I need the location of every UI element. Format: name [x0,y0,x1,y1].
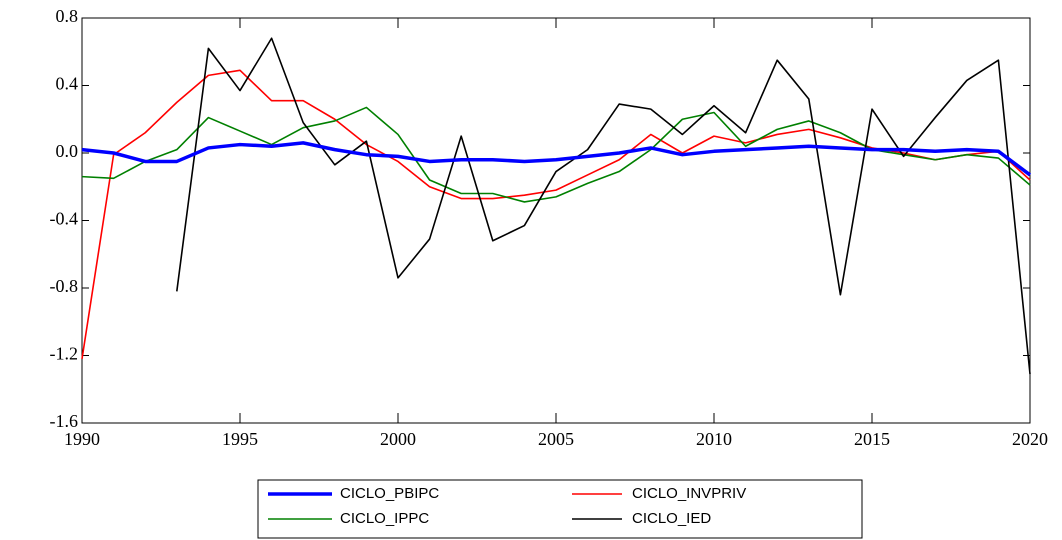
x-tick-label: 2015 [854,429,890,449]
legend-label: CICLO_PBIPC [340,485,439,502]
y-tick-label: -0.4 [50,209,79,229]
x-tick-label: 1990 [64,429,100,449]
series-line [81,106,1031,203]
legend-box [257,479,863,539]
series-line [81,141,1032,177]
series-line [81,69,1031,360]
series-line [176,37,1031,375]
x-tick-label: 2000 [380,429,416,449]
y-tick-label: -0.8 [50,276,79,296]
legend-label: CICLO_IED [632,510,711,527]
y-tick-label: 0.8 [56,6,79,26]
x-tick-label: 2020 [1012,429,1048,449]
x-tick-label: 2010 [696,429,732,449]
y-tick-label: -1.2 [50,344,79,364]
x-tick-label: 1995 [222,429,258,449]
legend-label: CICLO_IPPC [340,510,429,527]
legend-label: CICLO_INVPRIV [632,485,746,502]
plot-frame [81,17,1031,424]
x-tick-label: 2005 [538,429,574,449]
y-tick-label: 0.4 [56,74,79,94]
y-tick-label: -1.6 [50,411,79,431]
y-tick-label: 0.0 [56,141,79,161]
